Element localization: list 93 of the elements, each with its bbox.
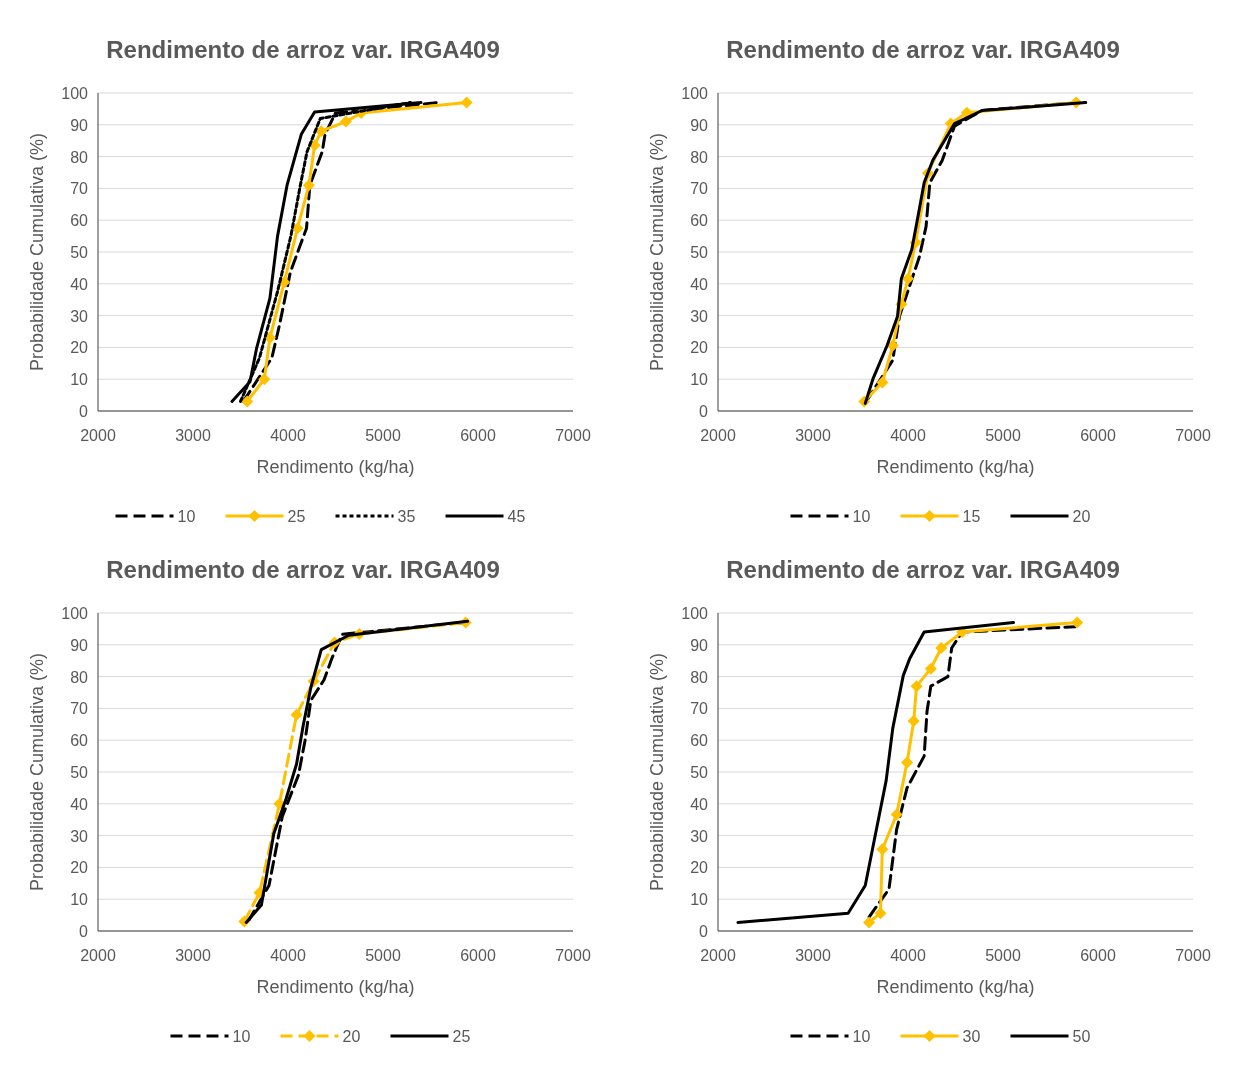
y-tick-label: 60: [70, 212, 89, 230]
legend-label: 10: [177, 508, 196, 525]
y-tick-label: 80: [690, 148, 709, 166]
y-tick-label: 0: [699, 403, 709, 420]
y-tick-label: 80: [70, 148, 89, 166]
y-tick-label: 70: [690, 180, 709, 198]
y-tick-label: 30: [690, 307, 709, 325]
y-tick-label: 100: [681, 85, 709, 102]
x-tick-label: 7000: [555, 947, 591, 964]
x-tick-label: 4000: [890, 427, 926, 444]
y-tick-label: 40: [70, 795, 89, 813]
x-tick-label: 7000: [555, 427, 591, 444]
x-tick-label: 2000: [80, 947, 116, 964]
y-tick-label: 40: [690, 275, 709, 293]
x-tick-label: 4000: [270, 427, 306, 444]
legend-label: 20: [342, 1028, 361, 1045]
y-axis-title: Probabilidade Cumulativa (%): [647, 652, 667, 892]
x-axis-title: Rendimento (kg/ha): [876, 457, 1035, 477]
x-tick-label: 3000: [795, 427, 831, 444]
x-tick-label: 4000: [890, 947, 926, 964]
y-tick-label: 90: [70, 636, 89, 654]
y-tick-label: 0: [79, 403, 89, 420]
x-tick-label: 2000: [80, 427, 116, 444]
y-tick-label: 30: [690, 827, 709, 845]
legend-label: 20: [1072, 508, 1091, 525]
chart-title: Rendimento de arroz var. IRGA409: [726, 556, 1120, 583]
legend-label: 10: [852, 1028, 871, 1045]
y-tick-label: 50: [690, 244, 709, 261]
x-tick-label: 5000: [365, 427, 401, 444]
y-tick-label: 90: [690, 116, 709, 134]
x-tick-label: 5000: [365, 947, 401, 964]
y-tick-label: 60: [690, 732, 709, 750]
y-tick-label: 80: [690, 668, 709, 686]
y-tick-label: 50: [70, 244, 89, 261]
y-axis-title: Probabilidade Cumulativa (%): [27, 132, 47, 372]
y-tick-label: 90: [690, 636, 709, 654]
x-tick-label: 7000: [1175, 947, 1211, 964]
y-tick-label: 30: [70, 827, 89, 845]
y-axis-title: Probabilidade Cumulativa (%): [647, 132, 667, 372]
legend-label: 50: [1072, 1028, 1091, 1045]
x-tick-label: 3000: [795, 947, 831, 964]
x-tick-label: 6000: [1080, 427, 1116, 444]
y-tick-label: 20: [70, 859, 89, 877]
x-tick-label: 6000: [460, 947, 496, 964]
y-tick-label: 60: [690, 212, 709, 230]
y-tick-label: 60: [70, 732, 89, 750]
x-tick-label: 5000: [985, 427, 1021, 444]
y-tick-label: 100: [681, 605, 709, 622]
legend-label: 35: [397, 508, 416, 525]
x-tick-label: 4000: [270, 947, 306, 964]
x-tick-label: 6000: [460, 427, 496, 444]
y-tick-label: 10: [690, 891, 709, 909]
y-tick-label: 80: [70, 668, 89, 686]
y-tick-label: 30: [70, 307, 89, 325]
y-tick-label: 100: [61, 85, 89, 102]
x-tick-label: 5000: [985, 947, 1021, 964]
legend-label: 25: [287, 508, 306, 525]
y-tick-label: 50: [70, 764, 89, 781]
y-axis-title: Probabilidade Cumulativa (%): [27, 652, 47, 892]
y-tick-label: 20: [690, 339, 709, 357]
legend-label: 15: [962, 508, 981, 525]
y-tick-label: 70: [70, 180, 89, 198]
x-tick-label: 3000: [175, 427, 211, 444]
y-tick-label: 70: [70, 700, 89, 718]
y-tick-label: 70: [690, 700, 709, 718]
y-tick-label: 40: [70, 275, 89, 293]
x-axis-title: Rendimento (kg/ha): [256, 977, 415, 997]
x-axis-title: Rendimento (kg/ha): [876, 977, 1035, 997]
y-tick-label: 90: [70, 116, 89, 134]
legend-label: 45: [507, 508, 526, 525]
legend-label: 10: [852, 508, 871, 525]
chart-title: Rendimento de arroz var. IRGA409: [106, 556, 500, 583]
x-axis-title: Rendimento (kg/ha): [256, 457, 415, 477]
y-tick-label: 20: [690, 859, 709, 877]
chart-title: Rendimento de arroz var. IRGA409: [106, 36, 500, 63]
y-tick-label: 0: [699, 923, 709, 940]
x-tick-label: 3000: [175, 947, 211, 964]
y-tick-label: 100: [61, 605, 89, 622]
y-tick-label: 20: [70, 339, 89, 357]
x-tick-label: 7000: [1175, 427, 1211, 444]
y-tick-label: 50: [690, 764, 709, 781]
chart-title: Rendimento de arroz var. IRGA409: [726, 36, 1120, 63]
y-tick-label: 10: [70, 371, 89, 389]
x-tick-label: 2000: [700, 427, 736, 444]
x-tick-label: 6000: [1080, 947, 1116, 964]
x-tick-label: 2000: [700, 947, 736, 964]
legend-label: 10: [232, 1028, 251, 1045]
y-tick-label: 40: [690, 795, 709, 813]
y-tick-label: 10: [70, 891, 89, 909]
legend-label: 25: [452, 1028, 471, 1045]
legend-label: 30: [962, 1028, 981, 1045]
y-tick-label: 0: [79, 923, 89, 940]
y-tick-label: 10: [690, 371, 709, 389]
